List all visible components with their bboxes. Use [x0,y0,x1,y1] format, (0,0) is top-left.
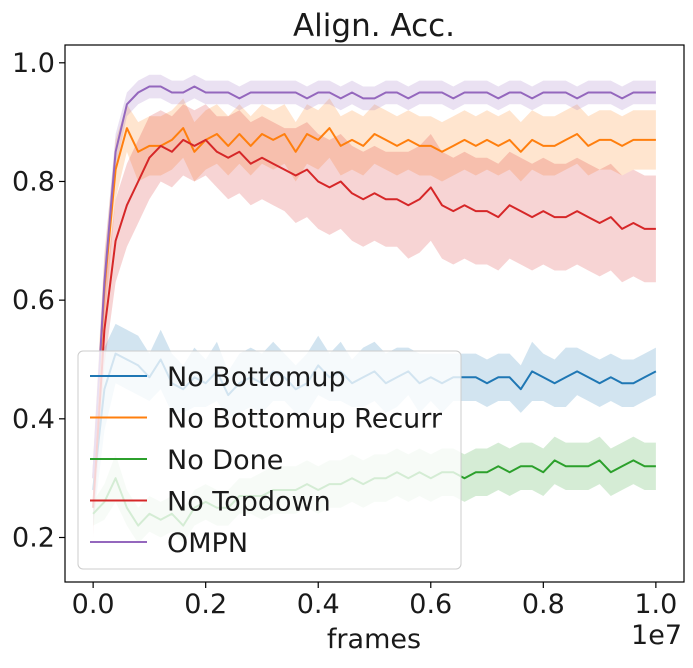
y-tick-label: 1.0 [12,48,55,79]
legend-item-no-topdown: No Topdown [90,487,331,518]
x-axis-label: frames [327,624,421,655]
x-tick-label: 0.2 [184,589,227,620]
legend-label: No Bottomup [167,362,346,393]
band-no-topdown [93,104,656,538]
x-tick-label: 0.8 [522,589,565,620]
y-axis-ticks: 0.2 0.4 0.6 0.8 1.0 [12,48,65,553]
y-tick-label: 0.8 [12,166,55,197]
x-tick-label: 0.6 [409,589,452,620]
legend-item-ompn: OMPN [90,528,248,559]
chart-title: Align. Acc. [293,8,455,44]
x-tick-label: 0.4 [297,589,340,620]
series-line-no-bottomup-recurr [92,127,656,479]
series-line-no-topdown [92,138,656,508]
x-axis-ticks: 0.0 0.2 0.4 0.6 0.8 1.0 [72,582,677,620]
y-tick-label: 0.2 [12,522,55,553]
legend-box [77,350,462,570]
x-tick-label: 1.0 [634,589,677,620]
x-tick-label: 0.0 [72,589,115,620]
plot-area-frame [64,44,685,583]
legend-label: No Done [167,445,283,476]
legend-label: OMPN [167,528,248,559]
legend-label: No Topdown [167,487,331,518]
legend: No Bottomup No Bottomup Recurr No Done No T… [77,350,462,570]
band-no-bottomup-recurr [93,98,656,502]
legend-item-no-bottomup: No Bottomup [90,362,346,393]
y-tick-label: 0.4 [12,404,55,435]
x-axis-offset-label: 1e7 [631,620,682,651]
series-line-ompn [92,85,656,479]
legend-item-no-done: No Done [90,445,283,476]
legend-label: No Bottomup Recurr [167,404,443,435]
y-tick-label: 0.6 [12,285,55,316]
legend-item-no-bottomup-recurr: No Bottomup Recurr [90,404,443,435]
